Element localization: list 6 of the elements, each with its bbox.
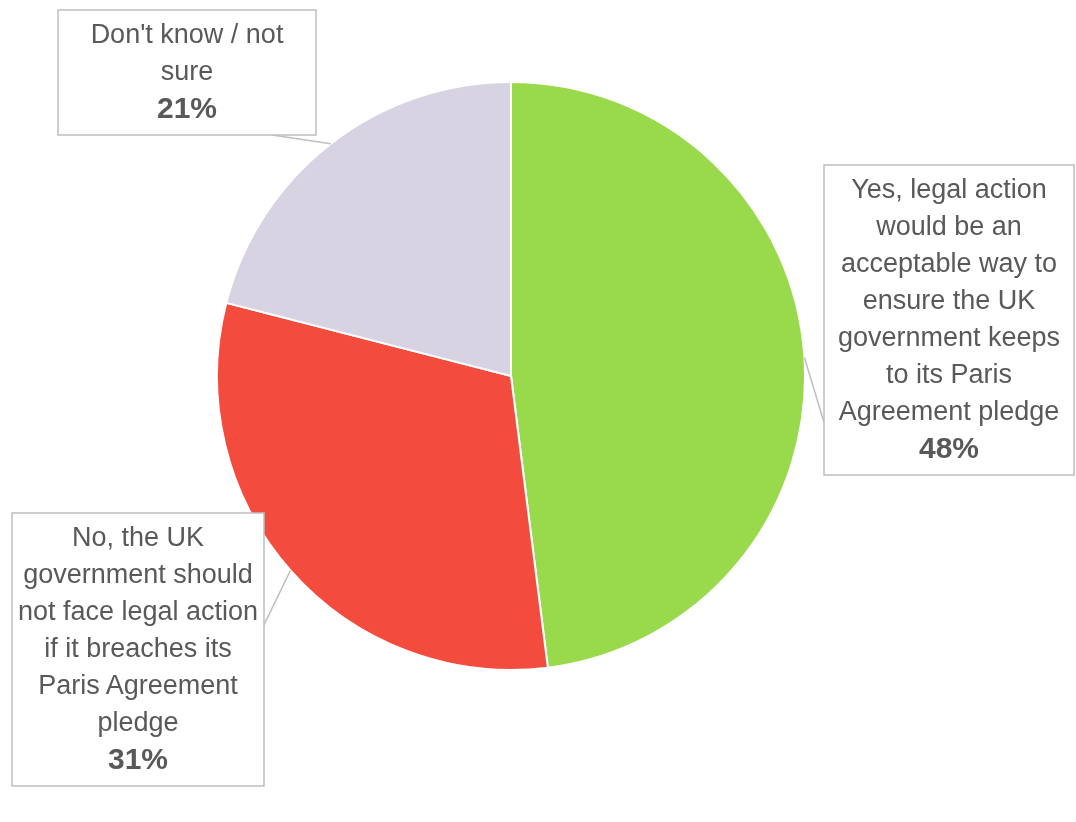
slice-label: Yes, legal action would be an acceptable way to ensure the UK government keeps to its Paris Agreement pledge xyxy=(837,173,1061,426)
data-label: 31% xyxy=(107,741,169,775)
slice-label: No, the UK government should not face legal action if it breaches its Paris Agreement pledge xyxy=(17,521,259,737)
data-label: 48% xyxy=(918,430,980,464)
slice-label: Don't know / not sure xyxy=(90,18,284,86)
data-label: 21% xyxy=(156,90,218,124)
